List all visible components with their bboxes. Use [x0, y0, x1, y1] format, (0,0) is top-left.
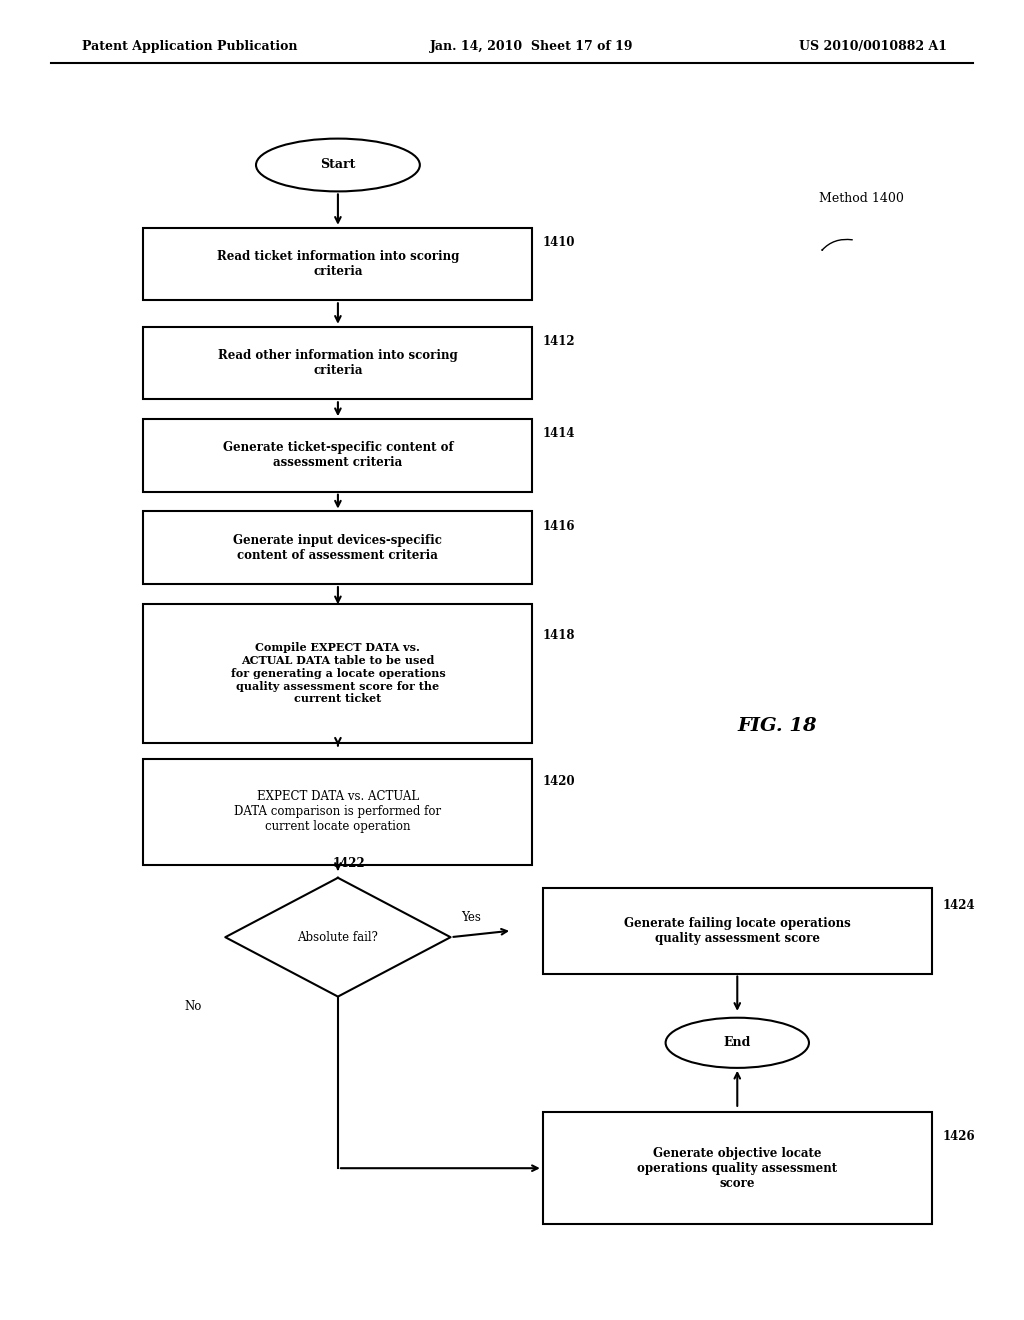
Bar [143, 511, 532, 583]
Text: Method 1400: Method 1400 [819, 191, 904, 205]
Text: Patent Application Publication: Patent Application Publication [82, 40, 297, 53]
Text: End: End [724, 1036, 751, 1049]
Text: Jan. 14, 2010  Sheet 17 of 19: Jan. 14, 2010 Sheet 17 of 19 [430, 40, 634, 53]
Text: 1426: 1426 [942, 1130, 975, 1143]
Text: Start: Start [321, 158, 355, 172]
Bar [143, 326, 532, 399]
Bar [543, 888, 932, 974]
Text: 1420: 1420 [543, 775, 575, 788]
Text: 1416: 1416 [543, 520, 575, 533]
Bar [143, 605, 532, 742]
Text: 1412: 1412 [543, 335, 575, 348]
Text: EXPECT DATA vs. ACTUAL
DATA comparison is performed for
current locate operation: EXPECT DATA vs. ACTUAL DATA comparison i… [234, 791, 441, 833]
Text: Read other information into scoring
criteria: Read other information into scoring crit… [218, 348, 458, 378]
Text: 1418: 1418 [543, 628, 575, 642]
Text: Read ticket information into scoring
criteria: Read ticket information into scoring cri… [217, 249, 459, 279]
Text: US 2010/0010882 A1: US 2010/0010882 A1 [799, 40, 947, 53]
Text: Generate objective locate
operations quality assessment
score: Generate objective locate operations qua… [637, 1147, 838, 1189]
Bar [543, 1111, 932, 1225]
Text: 1422: 1422 [333, 857, 366, 870]
Text: Absolute fail?: Absolute fail? [298, 931, 378, 944]
Bar [143, 418, 532, 491]
Bar [143, 227, 532, 300]
Text: Generate ticket-specific content of
assessment criteria: Generate ticket-specific content of asse… [222, 441, 454, 470]
Text: Compile EXPECT DATA vs.
ACTUAL DATA table to be used
for generating a locate ope: Compile EXPECT DATA vs. ACTUAL DATA tabl… [230, 642, 445, 705]
Text: 1410: 1410 [543, 236, 575, 249]
Text: FIG. 18: FIG. 18 [737, 717, 817, 735]
Text: Yes: Yes [461, 911, 480, 924]
Text: Generate failing locate operations
quality assessment score: Generate failing locate operations quali… [624, 916, 851, 945]
Text: 1414: 1414 [543, 428, 575, 441]
Bar [143, 759, 532, 865]
FancyArrowPatch shape [822, 239, 852, 251]
Text: 1424: 1424 [942, 899, 975, 912]
Text: Generate input devices-specific
content of assessment criteria: Generate input devices-specific content … [233, 533, 442, 562]
Text: No: No [184, 999, 202, 1012]
